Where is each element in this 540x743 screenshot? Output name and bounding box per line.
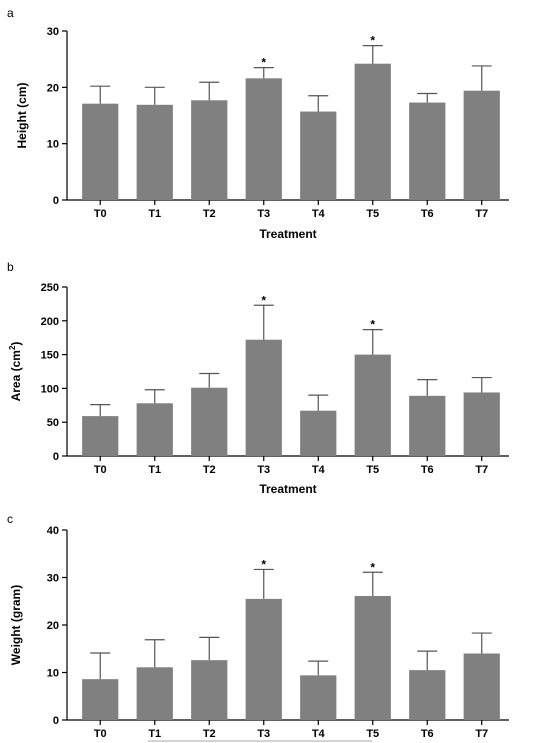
- x-tick-label: T7: [475, 728, 488, 740]
- x-tick-label: T2: [203, 464, 216, 476]
- y-tick-label: 40: [47, 525, 59, 537]
- x-tick-label: T1: [148, 728, 161, 740]
- bar-t6: [409, 102, 446, 200]
- significance-marker: *: [370, 34, 375, 48]
- bar-t1: [136, 104, 173, 200]
- y-tick-label: 50: [47, 417, 59, 429]
- x-axis-label: Treatment: [259, 482, 316, 496]
- x-tick-label: T3: [257, 208, 270, 220]
- x-tick-label: T4: [312, 464, 326, 476]
- y-tick-label: 20: [47, 82, 59, 94]
- chart-panel-a: a 0 10 20 30 T0 T1 T2 * T3 T4 * T5 T6 T7 Treatment Heigh…: [7, 6, 509, 241]
- bar-t0: [82, 416, 119, 456]
- bar-t3: [245, 598, 282, 720]
- x-tick-label: T6: [421, 208, 434, 220]
- panel-letter: b: [7, 260, 14, 274]
- y-axis-label: Weight (gram): [9, 585, 23, 665]
- x-tick-label: T7: [475, 464, 488, 476]
- x-tick-label: T1: [148, 208, 161, 220]
- y-tick-label: 100: [41, 383, 59, 395]
- y-tick-label: 10: [47, 668, 59, 680]
- bar-t1: [136, 403, 173, 456]
- x-tick-label: T0: [94, 464, 107, 476]
- bar-t2: [191, 660, 228, 720]
- x-tick-label: T0: [94, 728, 107, 740]
- y-tick-label: 20: [47, 620, 59, 632]
- bar-t6: [409, 670, 446, 720]
- y-tick-label: 250: [41, 282, 59, 294]
- x-tick-label: T1: [148, 464, 161, 476]
- bar-t7: [463, 90, 500, 200]
- x-tick-label: T5: [366, 208, 379, 220]
- bar-t7: [463, 653, 500, 720]
- x-tick-label: T6: [421, 728, 434, 740]
- panel-letter: a: [7, 6, 14, 20]
- x-tick-label: T2: [203, 728, 216, 740]
- bar-t7: [463, 392, 500, 456]
- y-tick-label: 30: [47, 573, 59, 585]
- bar-t5: [354, 354, 391, 456]
- y-axis-label-text: Area (cm: [9, 350, 23, 401]
- x-tick-label: T5: [366, 728, 379, 740]
- x-tick-label: T7: [475, 208, 488, 220]
- y-axis-label-text: Weight (gram): [9, 585, 23, 665]
- bar-t2: [191, 100, 228, 200]
- x-tick-label: T0: [94, 208, 107, 220]
- bar-t6: [409, 395, 446, 456]
- significance-marker: *: [370, 318, 375, 332]
- bar-t4: [300, 410, 337, 456]
- bar-t4: [300, 675, 337, 720]
- significance-marker: *: [261, 293, 266, 307]
- x-tick-label: T2: [203, 208, 216, 220]
- bar-t3: [245, 78, 282, 200]
- y-tick-label: 150: [41, 350, 59, 362]
- bar-t3: [245, 339, 282, 456]
- x-tick-label: T3: [257, 728, 270, 740]
- bar-t5: [354, 63, 391, 200]
- x-tick-label: T4: [312, 728, 326, 740]
- y-axis-label-text: Height (cm): [15, 82, 29, 148]
- bar-t5: [354, 596, 391, 720]
- bar-t4: [300, 111, 337, 200]
- chart-panel-c: c 0 10 20 30 40 T0 T1 T2 * T3 T4 * T5 T6 T7 Weight (gram…: [7, 512, 509, 740]
- significance-marker: *: [370, 560, 375, 574]
- y-tick-label: 200: [41, 316, 59, 328]
- x-tick-label: T6: [421, 464, 434, 476]
- panel-letter: c: [7, 512, 13, 526]
- y-axis-label: Area (cm2): [8, 342, 23, 402]
- significance-marker: *: [261, 56, 266, 70]
- chart-panel-b: b 0 50 100 150 200 250 T0 T1 T2 * T3 T4 * T5 T6 T7 Treatm…: [7, 260, 509, 496]
- bar-t2: [191, 387, 228, 456]
- y-tick-label: 0: [53, 451, 59, 463]
- bar-t1: [136, 667, 173, 720]
- y-axis-label-superscript: 2: [8, 345, 17, 350]
- x-axis-label: Treatment: [259, 227, 316, 241]
- y-tick-label: 30: [47, 26, 59, 38]
- x-tick-label: T5: [366, 464, 379, 476]
- y-tick-label: 0: [53, 195, 59, 207]
- significance-marker: *: [261, 557, 266, 571]
- y-axis-label-tail: ): [9, 342, 23, 346]
- bar-t0: [82, 679, 119, 720]
- x-tick-label: T3: [257, 464, 270, 476]
- y-axis-label: Height (cm): [15, 82, 29, 148]
- y-tick-label: 0: [53, 715, 59, 727]
- y-tick-label: 10: [47, 139, 59, 151]
- bar-t0: [82, 103, 119, 200]
- x-tick-label: T4: [312, 208, 326, 220]
